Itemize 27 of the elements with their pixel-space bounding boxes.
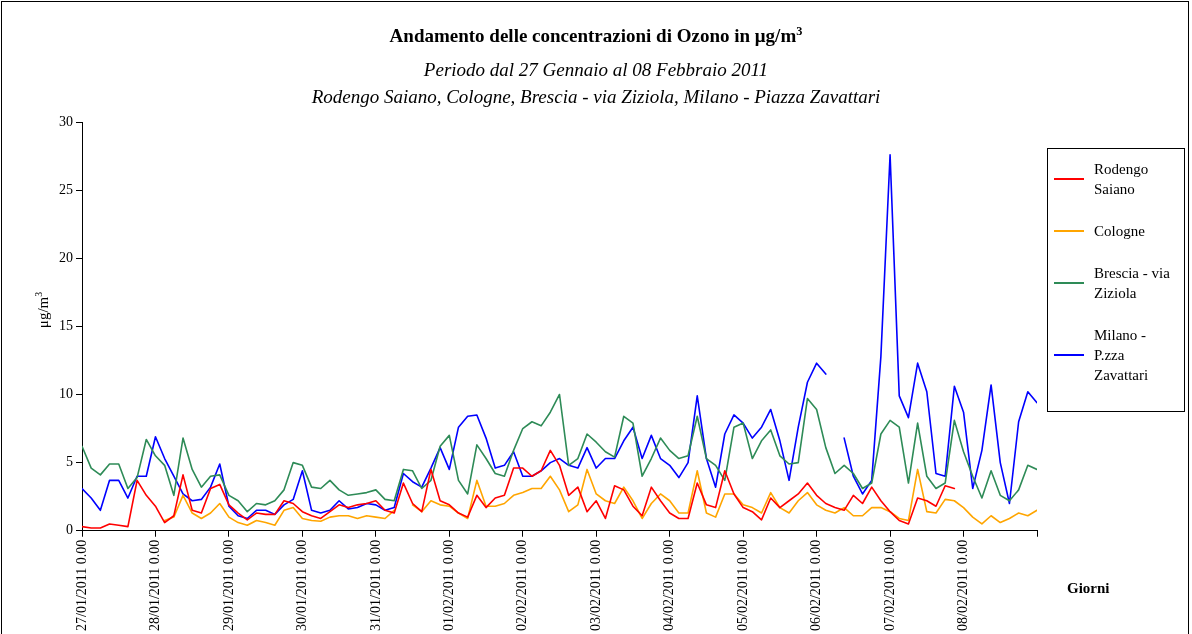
y-tick-label: 10 xyxy=(59,386,73,402)
legend-label: Brescia - via Ziziola xyxy=(1094,264,1171,303)
x-tick-label: 28/01/2011 0.00 xyxy=(147,539,163,632)
x-tick-label: 01/02/2011 0.00 xyxy=(440,539,456,632)
x-tick-label: 30/01/2011 0.00 xyxy=(294,539,310,632)
x-tick-label: 31/01/2011 0.00 xyxy=(367,539,383,632)
x-tick-label: 06/02/2011 0.00 xyxy=(808,539,824,632)
x-tick-label: 08/02/2011 0.00 xyxy=(955,539,971,632)
y-tick-label: 25 xyxy=(59,181,73,197)
x-axis-title: Giorni xyxy=(1067,580,1110,597)
x-tick-label: 04/02/2011 0.00 xyxy=(661,539,677,632)
y-tick-label: 5 xyxy=(66,454,73,470)
legend-label: Milano - P.zza Zavattari xyxy=(1094,326,1150,385)
y-tick-label: 15 xyxy=(59,318,73,334)
x-tick-label: 07/02/2011 0.00 xyxy=(881,539,897,632)
chart-title: Andamento delle concentrazioni di Ozono in μg/m$^{3}$ xyxy=(388,24,804,48)
x-tick-label: 02/02/2011 0.00 xyxy=(514,539,530,632)
x-tick-label: 03/02/2011 0.00 xyxy=(587,539,603,632)
legend-label: Rodengo Saiano xyxy=(1094,160,1150,199)
legend-label: Cologne xyxy=(1094,222,1146,241)
y-tick-label: 0 xyxy=(66,522,73,538)
x-tick-label: 05/02/2011 0.00 xyxy=(734,539,750,632)
x-tick-label: 27/01/2011 0.00 xyxy=(73,539,89,632)
y-tick-label: 20 xyxy=(59,249,73,265)
chart-subtitle: Periodo dal 27 Gennaio al 08 Febbraio 2011 Rodengo Saiano, Cologne, Brescia - via Ziziola, Milano - Piazza Zavattari xyxy=(310,58,882,109)
x-tick-label: 29/01/2011 0.00 xyxy=(220,539,236,632)
y-tick-label: 30 xyxy=(59,113,73,129)
